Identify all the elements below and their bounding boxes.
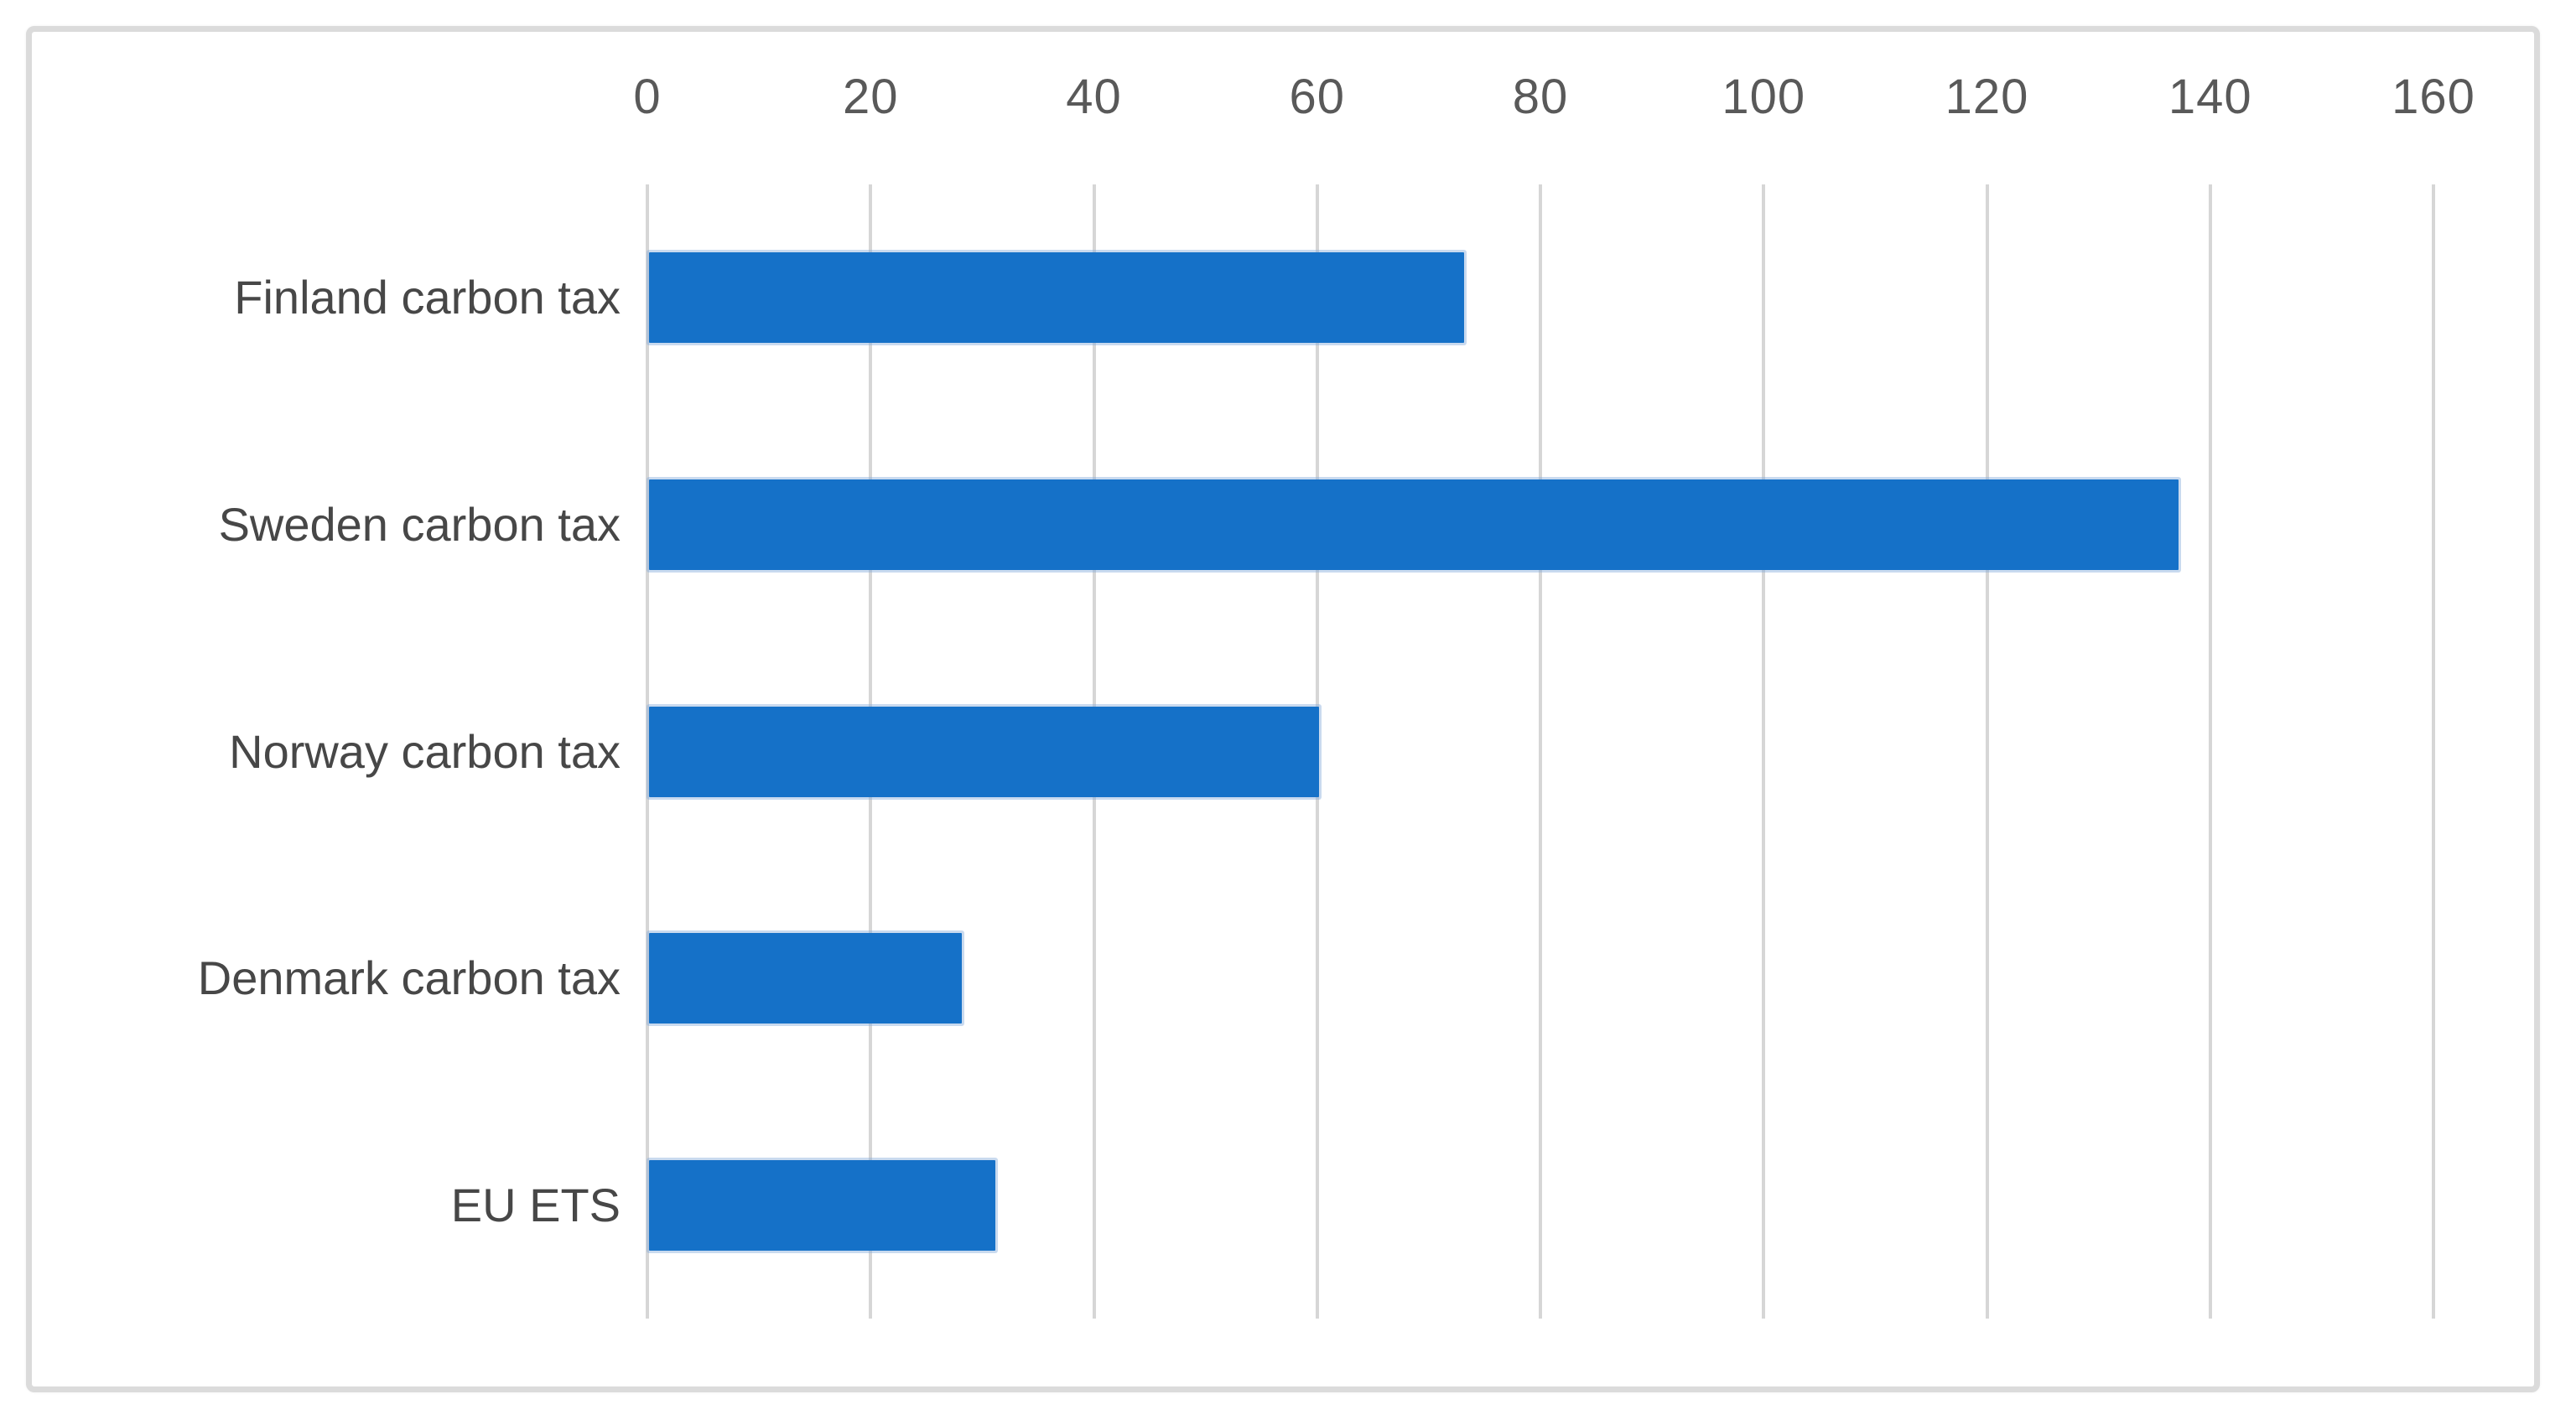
x-tick-label: 100: [1722, 70, 1806, 124]
x-tick-label: 160: [2392, 70, 2475, 124]
category-label: Finland carbon tax: [234, 271, 621, 324]
bar-finland-carbon-tax: [649, 252, 1464, 344]
x-tick-label: 40: [1066, 70, 1122, 124]
gridline-x-160: [2432, 184, 2435, 1319]
x-tick-label: 80: [1512, 70, 1569, 124]
bar-norway-carbon-tax: [649, 706, 1319, 797]
category-label: Sweden carbon tax: [218, 497, 621, 551]
bar-sweden-carbon-tax: [649, 479, 2179, 570]
x-tick-label: 140: [2168, 70, 2252, 124]
gridline-x-80: [1539, 184, 1542, 1319]
x-tick-label: 60: [1289, 70, 1345, 124]
x-tick-label: 20: [842, 70, 899, 124]
category-label: EU ETS: [450, 1178, 621, 1231]
gridline-x-140: [2208, 184, 2212, 1319]
gridline-x-100: [1762, 184, 1766, 1319]
x-tick-label: 120: [1945, 70, 2029, 124]
category-label: Norway carbon tax: [229, 724, 621, 778]
gridline-x-0: [646, 184, 649, 1319]
category-label: Denmark carbon tax: [197, 951, 621, 1005]
x-tick-label: 0: [633, 70, 662, 124]
gridline-x-120: [1985, 184, 1989, 1319]
bar-denmark-carbon-tax: [649, 933, 962, 1024]
bar-eu-ets: [649, 1159, 995, 1251]
